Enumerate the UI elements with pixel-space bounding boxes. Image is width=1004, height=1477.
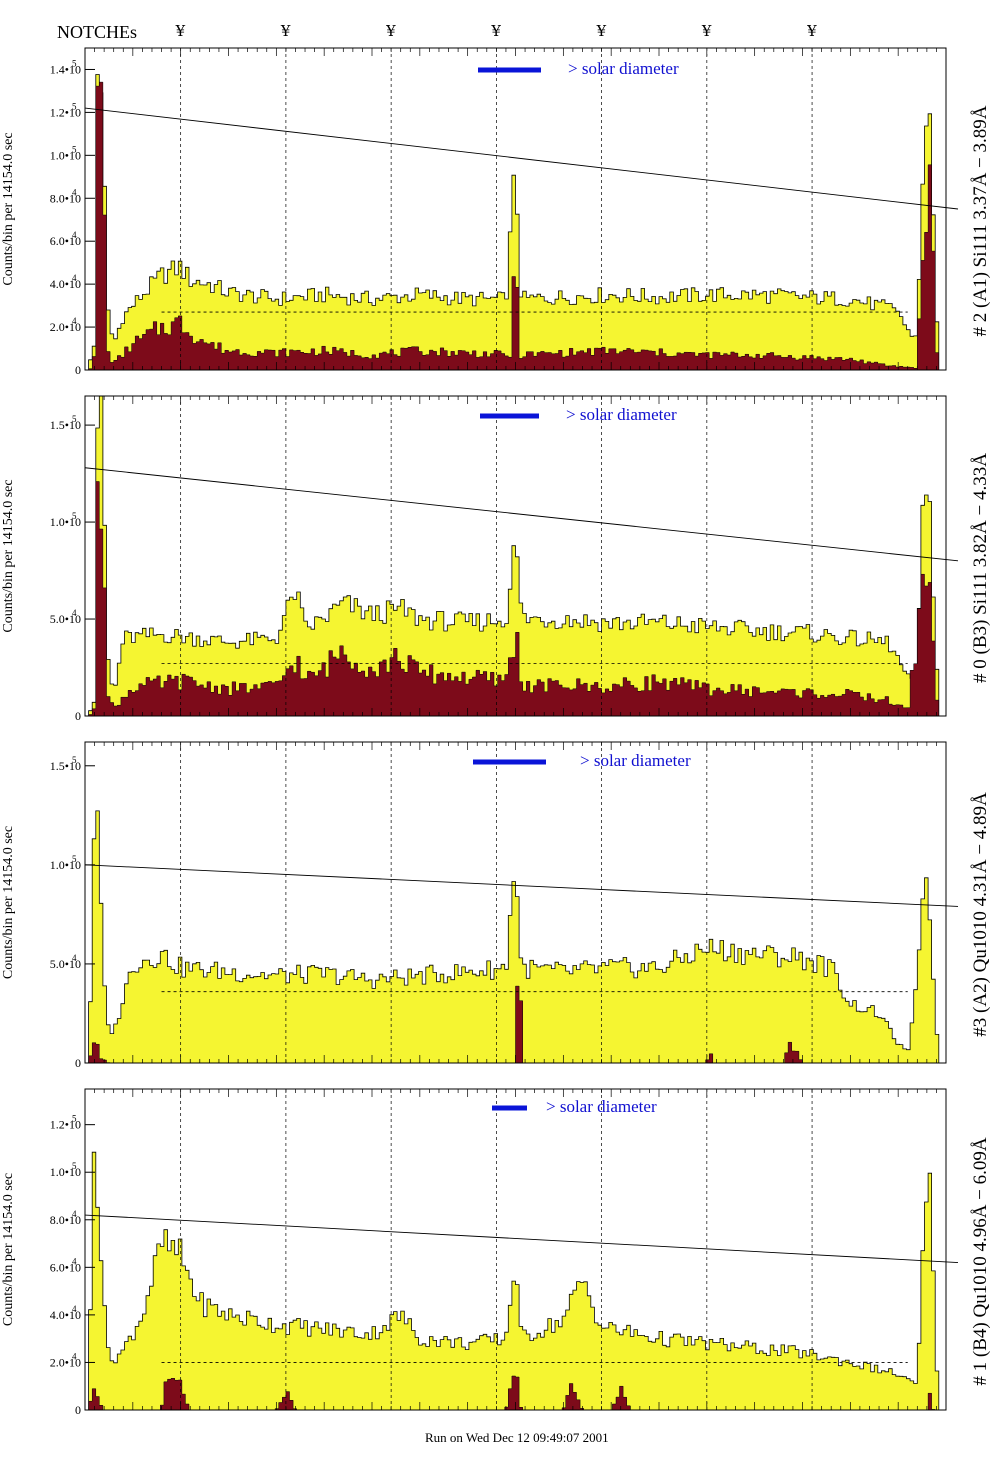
notch-marker: ¥ [596, 22, 607, 40]
y-tick-exponent: 4 [72, 187, 77, 197]
solar-diameter-label: > solar diameter [568, 59, 679, 78]
y-tick-exponent: 5 [72, 1114, 77, 1124]
y-axis-label: Counts/bin per 14154.0 sec [1, 132, 16, 285]
y-tick-exponent: 5 [72, 854, 77, 864]
y-tick-exponent: 4 [72, 273, 77, 283]
channel-label: # 1 (B4) Qu1010 4.96Å − 6.09Å [970, 1137, 991, 1385]
notch-marker: ¥ [280, 22, 291, 40]
y-tick-label: 1.0•10 [50, 515, 81, 529]
y-tick-exponent: 5 [72, 101, 77, 111]
y-tick-exponent: 5 [72, 414, 77, 424]
total-counts-histogram [85, 1151, 946, 1411]
trend-line [84, 864, 959, 907]
y-axis-label: Counts/bin per 14154.0 sec [1, 479, 16, 632]
y-tick-exponent: 4 [72, 1304, 77, 1314]
channel-label: #3 (A2) Qu1010 4.31Å − 4.89Å [970, 792, 991, 1037]
total-counts-histogram [85, 395, 946, 717]
inner-counts-histogram [85, 481, 946, 717]
notch-marker: ¥ [701, 22, 712, 40]
y-tick-label: 2.0•10 [50, 320, 81, 334]
y-tick-label: 0 [75, 1056, 81, 1070]
panel-3: 02.0•1044.0•1046.0•1048.0•1041.0•1051.2•… [1, 1088, 991, 1417]
notch-markers: ¥ ¥ ¥ ¥ ¥ ¥ ¥ [175, 22, 817, 40]
y-tick-exponent: 4 [72, 953, 77, 963]
y-tick-label: 1.4•10 [50, 62, 81, 76]
y-tick-exponent: 4 [72, 1351, 77, 1361]
y-tick-exponent: 5 [72, 58, 77, 68]
channel-label: # 2 (A1) Si111 3.37Å − 3.89Å [970, 105, 991, 336]
y-tick-label: 0 [75, 363, 81, 377]
inner-counts-histogram [85, 81, 946, 371]
panel-0: 02.0•1044.0•1046.0•1048.0•1041.0•1051.2•… [1, 47, 991, 377]
run-timestamp: Run on Wed Dec 12 09:49:07 2001 [425, 1430, 609, 1445]
y-tick-exponent: 5 [72, 511, 77, 521]
y-tick-label: 5.0•10 [50, 612, 81, 626]
y-tick-exponent: 5 [72, 1161, 77, 1171]
y-tick-label: 6.0•10 [50, 1260, 81, 1274]
y-tick-label: 6.0•10 [50, 234, 81, 248]
panels: 02.0•1044.0•1046.0•1048.0•1041.0•1051.2•… [1, 47, 991, 1417]
y-tick-exponent: 4 [72, 1209, 77, 1219]
y-tick-exponent: 4 [72, 230, 77, 240]
y-tick-label: 0 [75, 709, 81, 723]
trend-line [84, 1214, 959, 1264]
y-tick-label: 1.0•10 [50, 858, 81, 872]
notches-label: NOTCHEs [57, 22, 137, 42]
y-tick-label: 1.5•10 [50, 759, 81, 773]
y-tick-label: 1.0•10 [50, 148, 81, 162]
y-axis-label: Counts/bin per 14154.0 sec [1, 826, 16, 979]
y-axis-label: Counts/bin per 14154.0 sec [1, 1173, 16, 1326]
y-tick-label: 0 [75, 1403, 81, 1417]
notch-marker: ¥ [385, 22, 396, 40]
y-tick-exponent: 4 [72, 1256, 77, 1266]
y-tick-exponent: 5 [72, 144, 77, 154]
y-tick-label: 1.0•10 [50, 1165, 81, 1179]
trend-line [84, 467, 959, 562]
total-counts-histogram [85, 810, 946, 1064]
y-tick-label: 1.2•10 [50, 1118, 81, 1132]
notch-marker: ¥ [806, 22, 817, 40]
y-tick-label: 1.5•10 [50, 418, 81, 432]
y-tick-label: 4.0•10 [50, 277, 81, 291]
notch-marker: ¥ [175, 22, 186, 40]
channel-label: # 0 (B3) Si111 3.82Å − 4.33Å [970, 453, 991, 683]
y-tick-label: 8.0•10 [50, 1213, 81, 1227]
y-tick-label: 5.0•10 [50, 957, 81, 971]
notch-marker: ¥ [490, 22, 501, 40]
trend-line [84, 107, 959, 210]
solar-diameter-label: > solar diameter [546, 1097, 657, 1116]
y-tick-exponent: 5 [72, 755, 77, 765]
y-tick-label: 1.2•10 [50, 105, 81, 119]
total-counts-histogram [85, 74, 946, 371]
y-tick-label: 2.0•10 [50, 1355, 81, 1369]
y-tick-label: 4.0•10 [50, 1308, 81, 1322]
y-tick-exponent: 4 [72, 316, 77, 326]
solar-diameter-label: > solar diameter [566, 405, 677, 424]
y-tick-exponent: 4 [72, 608, 77, 618]
solar-diameter-label: > solar diameter [580, 751, 691, 770]
y-tick-label: 8.0•10 [50, 191, 81, 205]
